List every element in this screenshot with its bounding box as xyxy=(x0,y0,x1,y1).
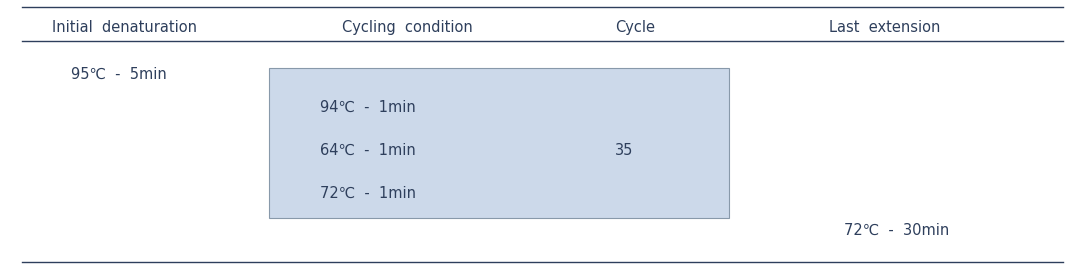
Text: 64℃  -  1min: 64℃ - 1min xyxy=(320,143,416,158)
Text: Last  extension: Last extension xyxy=(829,20,940,35)
Text: 72℃  -  30min: 72℃ - 30min xyxy=(844,223,949,238)
Text: 94℃  -  1min: 94℃ - 1min xyxy=(320,100,416,115)
Text: Initial  denaturation: Initial denaturation xyxy=(52,20,197,35)
Text: Cycle: Cycle xyxy=(615,20,654,35)
FancyBboxPatch shape xyxy=(269,68,729,218)
Text: 72℃  -  1min: 72℃ - 1min xyxy=(320,185,416,200)
Text: 35: 35 xyxy=(615,143,633,158)
Text: Cycling  condition: Cycling condition xyxy=(342,20,472,35)
Text: 95℃  -  5min: 95℃ - 5min xyxy=(71,67,166,82)
